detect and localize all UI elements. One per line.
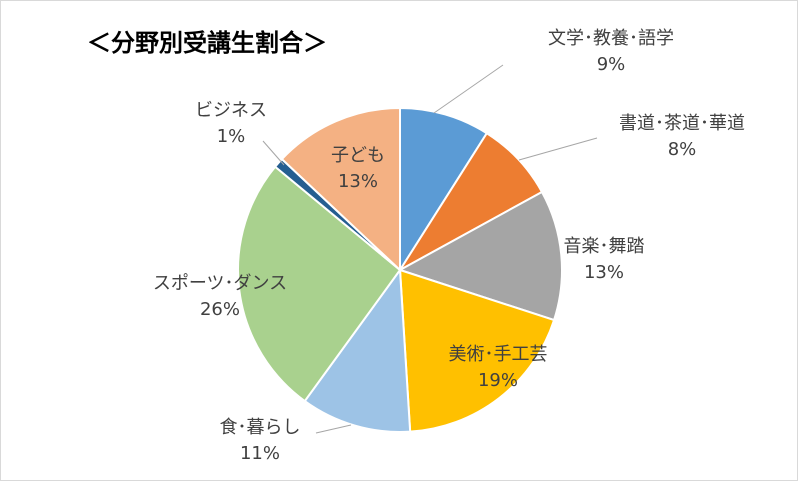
data-label-category: 子ども bbox=[331, 145, 385, 166]
data-label-category: 音楽･舞踏 bbox=[564, 236, 645, 257]
data-label-category: スポーツ･ダンス bbox=[153, 273, 287, 294]
pie-slice bbox=[398, 268, 556, 433]
data-label-category: ビジネス bbox=[195, 100, 267, 121]
data-label-category: 書道･茶道･華道 bbox=[619, 113, 745, 134]
pie-slice bbox=[399, 106, 489, 274]
leader-line bbox=[262, 140, 285, 166]
data-label: スポーツ･ダンス 26% bbox=[153, 273, 287, 320]
data-label-category: 文学･教養･語学 bbox=[548, 28, 674, 49]
data-label: 美術･手工芸 19% bbox=[449, 344, 548, 391]
data-label-value: 26% bbox=[200, 299, 240, 320]
data-label-value: 13% bbox=[584, 262, 624, 283]
leader-line bbox=[433, 64, 504, 114]
data-label-category: 美術･手工芸 bbox=[449, 344, 548, 365]
data-label-value: 1% bbox=[217, 126, 246, 147]
pie-slice bbox=[237, 165, 402, 403]
data-label: 書道･茶道･華道 8% bbox=[619, 113, 745, 160]
data-label: 食･暮らし 11% bbox=[220, 417, 301, 464]
data-label: 子ども 13% bbox=[331, 145, 385, 192]
data-label-value: 19% bbox=[478, 370, 518, 391]
data-label-value: 9% bbox=[597, 54, 626, 75]
data-label: 音楽･舞踏 13% bbox=[564, 236, 645, 283]
data-label: ビジネス 1% bbox=[195, 100, 267, 147]
pie-slice bbox=[397, 190, 563, 322]
data-label-value: 11% bbox=[240, 443, 280, 464]
data-label-category: 食･暮らし bbox=[220, 417, 301, 438]
leader-line bbox=[518, 137, 598, 161]
pie-slice bbox=[303, 267, 412, 433]
data-label-value: 13% bbox=[338, 171, 378, 192]
pie-slice bbox=[280, 106, 401, 273]
chart-title: ＜分野別受講生割合＞ bbox=[87, 29, 327, 57]
leader-line bbox=[315, 424, 352, 434]
data-label-value: 8% bbox=[668, 139, 697, 160]
data-label: 文学･教養･語学 9% bbox=[548, 28, 674, 75]
